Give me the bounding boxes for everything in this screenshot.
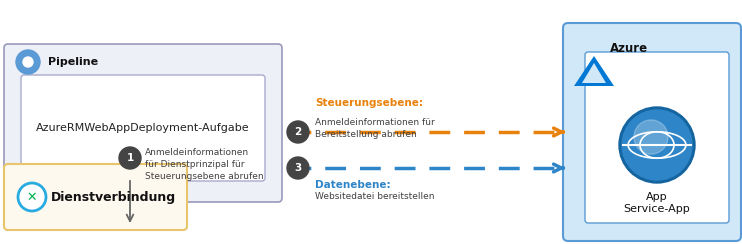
Text: Websitedatei bereitstellen: Websitedatei bereitstellen [315, 192, 435, 201]
Text: 1: 1 [126, 153, 134, 163]
Circle shape [119, 147, 141, 169]
Text: 2: 2 [295, 127, 302, 137]
Text: Pipeline: Pipeline [48, 57, 98, 67]
Text: Datenebene:: Datenebene: [315, 180, 390, 190]
Polygon shape [582, 63, 606, 83]
Polygon shape [574, 56, 614, 86]
Circle shape [622, 110, 692, 180]
Circle shape [619, 107, 695, 183]
Circle shape [18, 183, 46, 211]
Text: 3: 3 [295, 163, 302, 173]
Text: AzureRMWebAppDeployment-Aufgabe: AzureRMWebAppDeployment-Aufgabe [36, 123, 250, 133]
FancyBboxPatch shape [563, 23, 741, 241]
Text: Anmeldeinformationen
für Dienstprinzipal für
Steuerungsebene abrufen: Anmeldeinformationen für Dienstprinzipal… [145, 148, 263, 181]
Circle shape [16, 50, 40, 74]
Circle shape [287, 121, 309, 143]
Circle shape [634, 120, 668, 154]
Text: Dienstverbindung: Dienstverbindung [51, 191, 176, 203]
Circle shape [23, 57, 33, 67]
FancyBboxPatch shape [4, 44, 282, 202]
FancyBboxPatch shape [4, 164, 187, 230]
Text: Azure: Azure [610, 42, 648, 55]
FancyBboxPatch shape [585, 52, 729, 223]
Text: Steuerungsebene:: Steuerungsebene: [315, 98, 423, 108]
FancyBboxPatch shape [21, 75, 265, 181]
Text: ✕: ✕ [27, 191, 37, 203]
Circle shape [287, 157, 309, 179]
Text: App
Service-App: App Service-App [623, 192, 690, 214]
Text: Anmeldeinformationen für
Bereitstellung abrufen: Anmeldeinformationen für Bereitstellung … [315, 118, 435, 139]
